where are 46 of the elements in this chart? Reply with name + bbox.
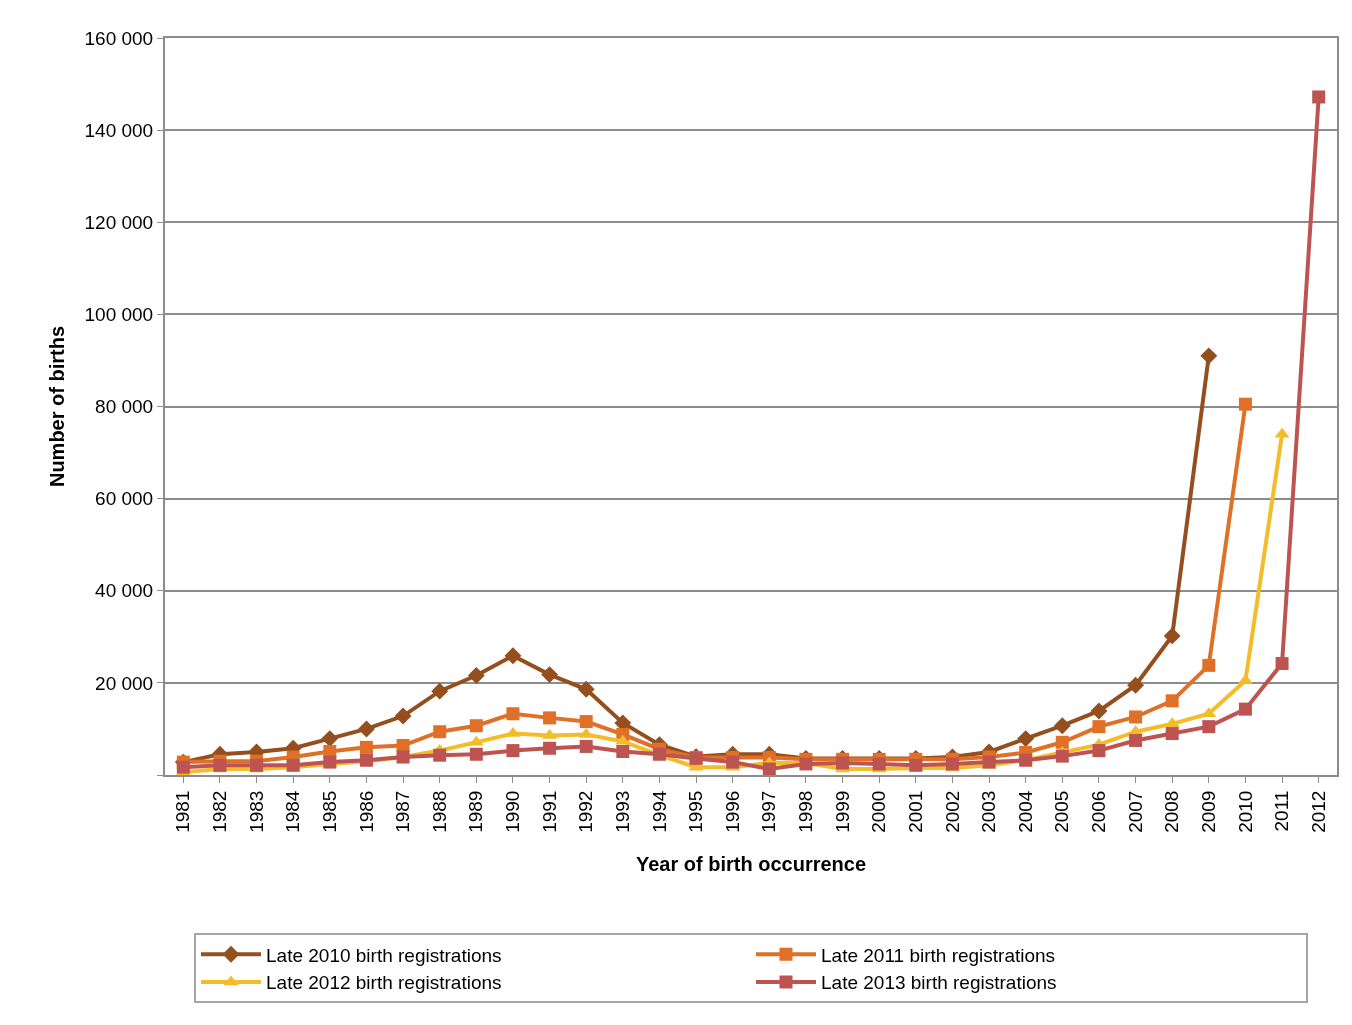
y-tick-label: 140 000 xyxy=(84,119,154,141)
x-tick-label: 1995 xyxy=(685,790,707,833)
y-tick-label: 100 000 xyxy=(84,304,154,326)
x-tick-label: 1991 xyxy=(538,790,560,833)
x-tick-label: 2004 xyxy=(1014,790,1036,833)
x-tick-label: 1987 xyxy=(392,790,414,833)
y-tick-label: 20 000 xyxy=(95,672,154,694)
x-tick-label: 1999 xyxy=(831,790,853,833)
x-axis-title: Year of birth occurrence xyxy=(635,852,867,875)
x-tick-label: 2001 xyxy=(904,790,926,833)
x-tick-label: 1982 xyxy=(209,790,231,833)
y-tick-label: 120 000 xyxy=(84,211,154,233)
x-tick-label: 1983 xyxy=(245,790,267,833)
legend-label: Late 2011 birth registrations xyxy=(821,944,1056,966)
x-tick-label: 2011 xyxy=(1271,790,1293,832)
x-tick-label: 1984 xyxy=(282,790,304,833)
legend-label: Late 2013 birth registrations xyxy=(821,972,1057,994)
x-tick-label: 2005 xyxy=(1051,790,1073,833)
x-tick-label: 2009 xyxy=(1197,790,1219,833)
x-tick-label: 2012 xyxy=(1307,790,1329,833)
x-tick-label: 1998 xyxy=(795,790,817,833)
x-tick-label: 1992 xyxy=(575,790,597,833)
x-tick-label: 1981 xyxy=(172,790,194,833)
x-tick-label: 2008 xyxy=(1161,790,1183,833)
y-tick-label: 60 000 xyxy=(95,488,154,510)
x-tick-label: 1990 xyxy=(502,790,524,833)
y-tick-label: 160 000 xyxy=(84,27,154,49)
y-tick-label: 80 000 xyxy=(95,396,154,418)
x-tick-label: 1993 xyxy=(611,790,633,833)
x-tick-label: 1986 xyxy=(355,790,377,833)
x-tick-label: 2007 xyxy=(1124,790,1146,833)
legend-label: Late 2010 birth registrations xyxy=(266,944,502,966)
x-tick-label: 1996 xyxy=(721,790,743,833)
x-tick-label: 1994 xyxy=(648,790,670,833)
y-tick-label: 40 000 xyxy=(95,580,154,602)
x-tick-label: 2006 xyxy=(1088,790,1110,833)
x-tick-label: 2002 xyxy=(941,790,963,833)
y-axis-title: Number of births xyxy=(45,325,68,488)
x-tick-label: 1989 xyxy=(465,790,487,833)
x-tick-label: 1997 xyxy=(758,790,780,833)
x-tick-label: 2010 xyxy=(1234,790,1256,833)
x-tick-label: 1985 xyxy=(318,790,340,833)
x-tick-label: 2000 xyxy=(868,790,890,833)
x-tick-label: 2003 xyxy=(978,790,1000,833)
legend-label: Late 2012 birth registrations xyxy=(266,972,502,994)
x-tick-label: 1988 xyxy=(428,790,450,833)
